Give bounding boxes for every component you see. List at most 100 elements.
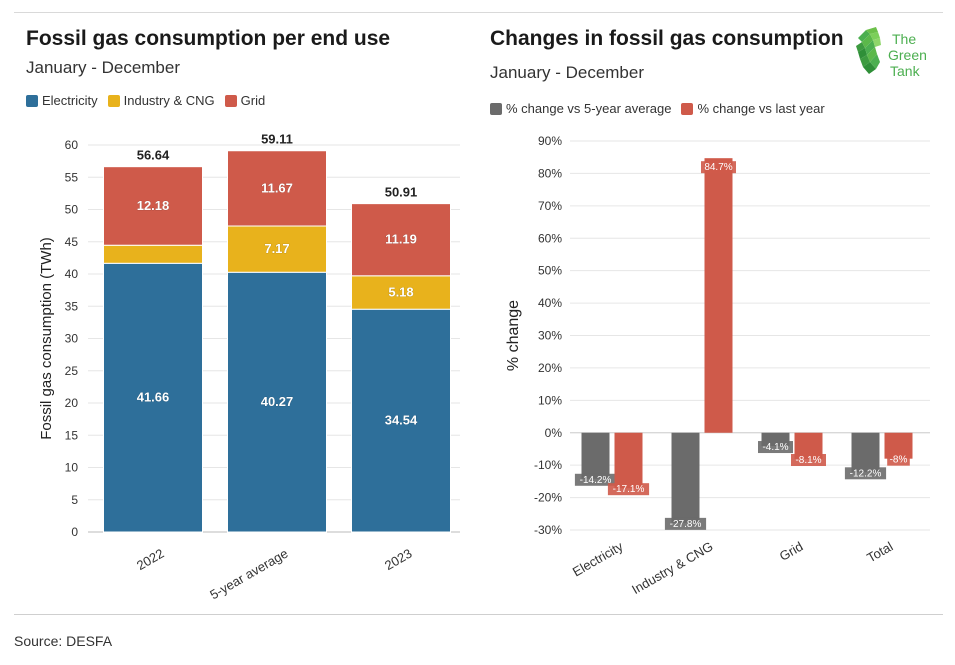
y-tick-label: 20 xyxy=(65,396,79,410)
y-tick-label: 40 xyxy=(65,267,79,281)
bar-industry-cng xyxy=(103,244,203,264)
y-tick-label: 50% xyxy=(538,264,562,278)
y-tick-label: 25 xyxy=(65,364,79,378)
data-label: 7.17 xyxy=(264,241,289,256)
x-tick-label: Total xyxy=(864,539,895,566)
data-label: -4.1% xyxy=(762,442,788,453)
legend-electricity-label: Electricity xyxy=(42,93,98,108)
x-tick-label: 2023 xyxy=(382,546,415,573)
y-tick-label: 10% xyxy=(538,393,562,407)
left-chart-subtitle: January - December xyxy=(26,58,181,77)
logo-line3: Tank xyxy=(890,63,921,79)
data-label: 41.66 xyxy=(137,390,170,405)
legend-electricity-swatch xyxy=(26,94,38,107)
legend-grid: Grid xyxy=(224,93,266,108)
data-label: -14.2% xyxy=(580,475,612,486)
legend-industry: Industry & CNG xyxy=(107,93,215,108)
data-label-bg xyxy=(664,517,707,530)
bottom-divider xyxy=(14,614,943,615)
globe-icon: The Green Tank xyxy=(856,27,927,79)
logo-line2: Green xyxy=(888,47,927,63)
bar-change-vs-5-year-average xyxy=(671,432,700,523)
y-tick-label: 60 xyxy=(65,138,79,152)
legend-vs-5yr-swatch xyxy=(490,102,502,115)
x-tick-label: Grid xyxy=(777,539,806,564)
y-axis-label: % change xyxy=(505,300,522,371)
data-label: 40.27 xyxy=(261,394,294,409)
bar-electricity xyxy=(227,271,327,533)
left-stacked-bar-chart: 0 5 10 15 20 25 30 35 40 45 50 55 60 Fossil gas consu… xyxy=(38,132,460,603)
y-tick-label: -20% xyxy=(534,491,562,505)
the-green-tank-logo: The Green Tank xyxy=(852,24,934,84)
top-divider xyxy=(14,12,943,13)
source-note: Source: DESFA xyxy=(14,633,113,649)
y-tick-label: 50 xyxy=(65,203,79,217)
left-legend: Electricity Industry & CNG Grid xyxy=(26,93,275,108)
y-tick-label: 30% xyxy=(538,329,562,343)
y-tick-label: 60% xyxy=(538,231,562,245)
y-tick-label: 40% xyxy=(538,296,562,310)
x-tick-label: Electricity xyxy=(570,538,626,579)
legend-vs-last-year-label: % change vs last year xyxy=(697,101,825,116)
right-chart-title: Changes in fossil gas consumption xyxy=(490,27,844,50)
y-tick-label: 20% xyxy=(538,361,562,375)
legend-vs-5yr: % change vs 5-year average xyxy=(490,101,671,116)
data-label: -12.2% xyxy=(850,468,882,479)
data-label: 11.19 xyxy=(385,232,417,247)
bar-change-vs-5-year-average xyxy=(581,432,610,479)
total-label: 50.91 xyxy=(385,185,418,200)
legend-vs-5yr-label: % change vs 5-year average xyxy=(506,101,672,116)
left-chart-title: Fossil gas consumption per end use xyxy=(26,27,391,50)
y-axis-label: Fossil gas consumption (TWh) xyxy=(38,237,55,440)
legend-electricity: Electricity xyxy=(26,93,98,108)
data-label-bg xyxy=(887,453,910,466)
data-label: -8% xyxy=(890,455,908,466)
data-label: 5.18 xyxy=(388,285,413,300)
y-tick-label: 45 xyxy=(65,235,79,249)
bar-grid xyxy=(103,166,203,246)
legend-grid-swatch xyxy=(224,94,237,107)
bar-electricity xyxy=(103,262,203,533)
bar-change-vs-last-year xyxy=(614,432,643,489)
data-label-bg xyxy=(844,467,887,480)
bar-grid xyxy=(227,150,327,227)
right-chart-subtitle: January - December xyxy=(490,63,645,82)
total-label: 56.64 xyxy=(137,148,170,163)
legend-industry-label: Industry & CNG xyxy=(123,93,215,108)
y-tick-label: 90% xyxy=(538,134,562,148)
data-label-group: -4.1% xyxy=(758,441,793,454)
data-label: -8.1% xyxy=(795,455,821,466)
y-tick-label: -10% xyxy=(534,458,562,472)
data-label: -27.8% xyxy=(670,519,702,530)
data-label-group: -17.1% xyxy=(607,483,650,496)
data-label-group: -14.2% xyxy=(574,473,617,486)
x-tick-label: 5-year average xyxy=(207,546,290,603)
legend-industry-swatch xyxy=(107,94,120,107)
legend-grid-label: Grid xyxy=(240,93,266,108)
bar-industry-cng xyxy=(351,275,451,310)
y-tick-label: 55 xyxy=(65,170,79,184)
data-label-group: 84.7% xyxy=(701,161,736,174)
y-tick-label: 30 xyxy=(65,332,79,346)
data-label-bg xyxy=(791,454,826,467)
y-tick-label: 80% xyxy=(538,166,562,180)
data-label: 34.54 xyxy=(385,413,418,428)
y-tick-label: 15 xyxy=(65,428,79,442)
bar-grid xyxy=(351,203,451,277)
data-label: 84.7% xyxy=(704,162,732,173)
legend-vs-last-year: % change vs last year xyxy=(681,101,825,116)
logo-line1: The xyxy=(892,31,916,47)
data-label: -17.1% xyxy=(613,484,645,495)
data-label: 12.18 xyxy=(137,198,170,213)
right-legend: % change vs 5-year average % change vs l… xyxy=(490,101,835,116)
data-label-bg xyxy=(607,483,650,496)
y-tick-label: 10 xyxy=(65,461,79,475)
y-tick-label: 35 xyxy=(65,299,79,313)
data-label-group: -8.1% xyxy=(791,454,826,467)
data-label-group: -8% xyxy=(887,453,910,466)
y-tick-label: 0% xyxy=(545,426,563,440)
data-label-bg xyxy=(574,473,617,486)
x-tick-label: Industry & CNG xyxy=(629,539,715,598)
data-label-bg xyxy=(701,161,736,174)
x-tick-label: 2022 xyxy=(134,546,167,573)
